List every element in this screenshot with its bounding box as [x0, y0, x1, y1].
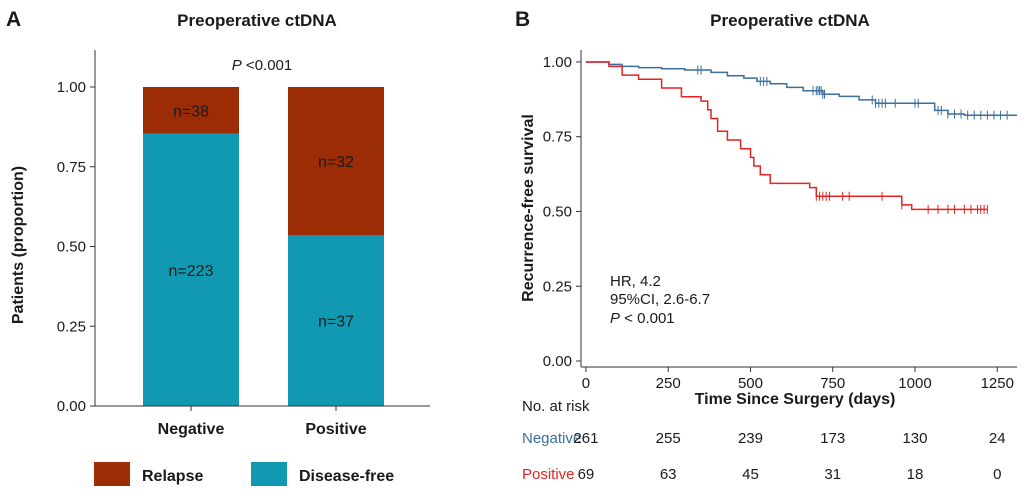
y-tick-label: 0.25: [543, 278, 572, 295]
panel-b-title: Preoperative ctDNA: [710, 11, 870, 30]
legend-swatch-relapse: [94, 462, 130, 486]
panel-a-title: Preoperative ctDNA: [177, 11, 337, 30]
panel-b-x-ticks: 0 250 500 750 1000 1250: [582, 367, 1014, 392]
bar-label-disease-free: n=37: [318, 314, 354, 331]
risk-count-positive: 45: [742, 466, 759, 483]
stats-hr: HR, 4.2: [610, 273, 661, 290]
legend-label-disease-free: Disease-free: [299, 468, 394, 485]
y-tick-label: 0.75: [57, 159, 86, 176]
y-tick-label: 1.00: [543, 54, 572, 71]
km-curve-negative: [585, 61, 1017, 116]
panel-a-letter: A: [6, 8, 21, 31]
bar-relapse: [288, 87, 384, 236]
y-tick-label: 0.75: [543, 129, 572, 146]
bar-disease-free: [288, 235, 384, 406]
stats-p-symbol: P: [610, 310, 620, 327]
risk-count-negative: 255: [656, 430, 681, 447]
panel-a: A Preoperative ctDNA P <0.001 Patients (…: [6, 8, 430, 486]
panel-b-curves: [585, 61, 1017, 214]
bar-label-relapse: n=32: [318, 154, 354, 171]
risk-table-title: No. at risk: [522, 398, 590, 415]
p-text: <0.001: [242, 57, 292, 74]
x-tick-label: 0: [582, 375, 590, 392]
y-tick-label: 0.50: [543, 203, 572, 220]
stats-ci: 95%CI, 2.6-6.7: [610, 291, 710, 308]
p-symbol: P: [232, 57, 242, 74]
panel-b-y-axis-label: Recurrence-free survival: [520, 114, 537, 302]
risk-count-negative: 173: [820, 430, 845, 447]
panel-b-y-ticks: 0.00 0.25 0.50 0.75 1.00: [543, 54, 581, 370]
panel-a-categories: Negative Positive: [158, 406, 367, 438]
risk-count-negative: 130: [902, 430, 927, 447]
category-label: Negative: [158, 421, 225, 438]
panel-a-y-axis-label: Patients (proportion): [10, 166, 27, 324]
panel-b-x-axis-label: Time Since Surgery (days): [695, 391, 896, 408]
bar-disease-free: [143, 133, 239, 406]
risk-count-positive: 31: [824, 466, 841, 483]
risk-row-label-negative: Negative: [522, 430, 581, 447]
bar-label-disease-free: n=223: [169, 263, 214, 280]
panel-a-p-value: P <0.001: [232, 57, 292, 74]
y-tick-label: 0.50: [57, 239, 86, 256]
risk-count-negative: 24: [989, 430, 1006, 447]
x-tick-label: 1250: [981, 375, 1014, 392]
risk-row-label-positive: Positive: [522, 466, 575, 483]
bar-relapse: [143, 87, 239, 134]
panel-a-bars: n=223 n=38 n=37 n=32: [143, 87, 384, 406]
stats-p-text: < 0.001: [620, 310, 675, 327]
x-tick-label: 250: [656, 375, 681, 392]
y-tick-label: 0.25: [57, 318, 86, 335]
panel-a-y-ticks: 0.00 0.25 0.50 0.75 1.00: [57, 79, 95, 415]
legend-swatch-disease-free: [251, 462, 287, 486]
legend-label-relapse: Relapse: [142, 468, 203, 485]
risk-count-positive: 69: [578, 466, 595, 483]
y-tick-label: 0.00: [57, 398, 86, 415]
category-label: Positive: [305, 421, 366, 438]
km-curve-positive: [585, 61, 988, 211]
y-tick-label: 1.00: [57, 79, 86, 96]
risk-count-negative: 261: [573, 430, 598, 447]
panel-a-legend: Relapse Disease-free: [94, 462, 394, 486]
stats-p: P < 0.001: [610, 310, 675, 327]
risk-count-positive: 0: [993, 466, 1001, 483]
risk-count-negative: 239: [738, 430, 763, 447]
risk-count-positive: 18: [907, 466, 924, 483]
x-tick-label: 750: [820, 375, 845, 392]
x-tick-label: 1000: [898, 375, 931, 392]
x-tick-label: 500: [738, 375, 763, 392]
bar-label-relapse: n=38: [173, 103, 209, 120]
panel-b-letter: B: [515, 8, 530, 31]
risk-count-positive: 63: [660, 466, 677, 483]
y-tick-label: 0.00: [543, 353, 572, 370]
panel-b: B Preoperative ctDNA Recurrence-free sur…: [515, 8, 1017, 483]
panel-b-stats: HR, 4.2 95%CI, 2.6-6.7 P < 0.001: [610, 273, 710, 327]
